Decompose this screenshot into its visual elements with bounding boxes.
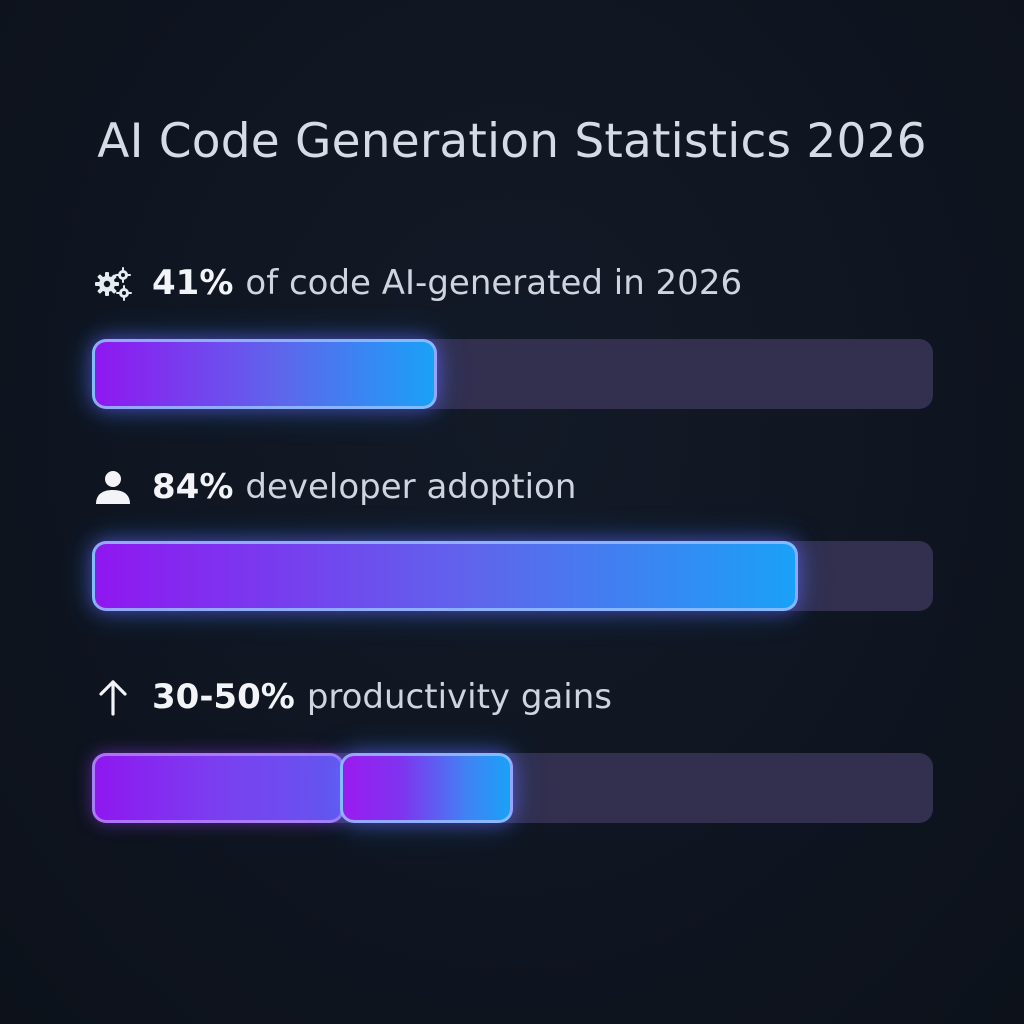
gears-icon <box>92 262 134 304</box>
stat-label: 41% of code AI-generated in 2026 <box>92 262 742 304</box>
bar-fill-code-generated <box>92 339 437 409</box>
user-icon <box>92 466 134 508</box>
stat-description: of code AI-generated in 2026 <box>245 263 743 303</box>
bar-track <box>92 541 933 611</box>
stat-label: 84% developer adoption <box>92 466 576 508</box>
stat-description: productivity gains <box>306 677 612 717</box>
bar-track <box>92 339 933 409</box>
arrow-up-icon <box>92 676 134 718</box>
bar-fill-productivity-low <box>92 753 344 823</box>
bar-fill-developer-adoption <box>92 541 798 611</box>
stat-value: 41% <box>152 263 234 303</box>
stat-value: 84% <box>152 467 234 507</box>
stat-value: 30-50% <box>152 677 295 717</box>
stat-label: 30-50% productivity gains <box>92 676 612 718</box>
stat-description: developer adoption <box>245 467 577 507</box>
bar-fill-productivity-range <box>340 753 513 823</box>
bar-track <box>92 753 933 823</box>
chart-title: AI Code Generation Statistics 2026 <box>97 114 927 169</box>
